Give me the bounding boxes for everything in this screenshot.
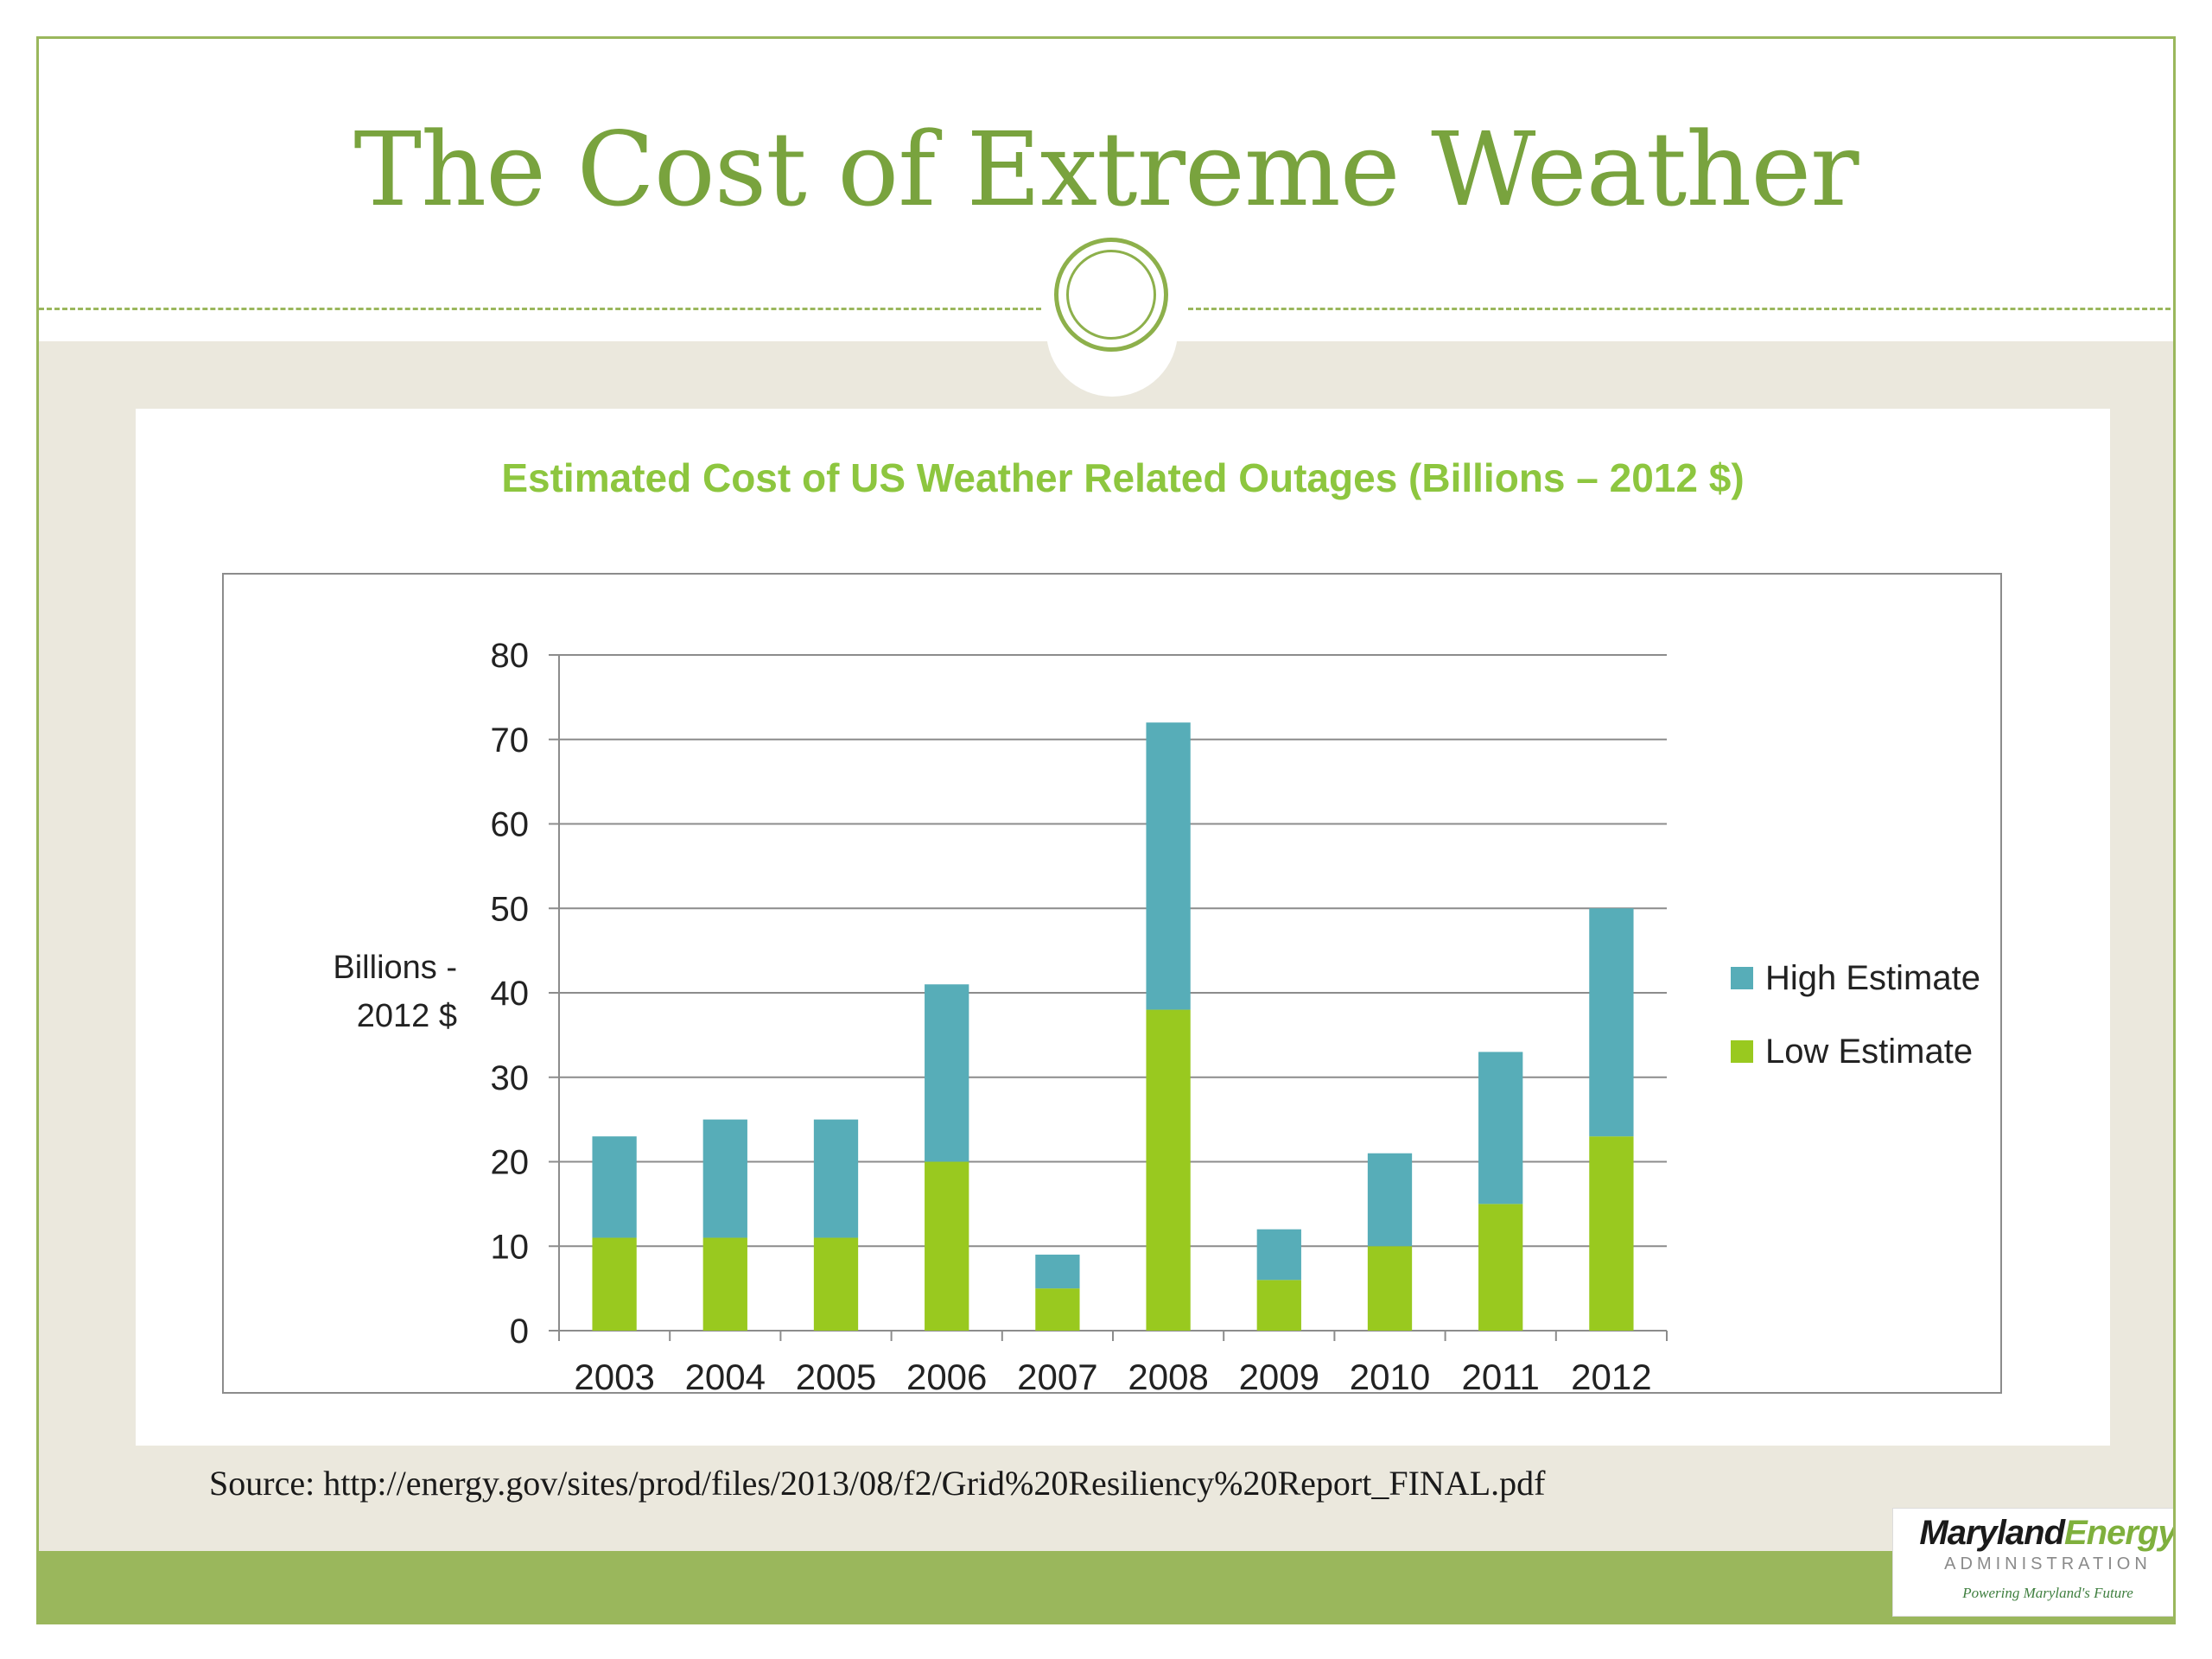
circle-ornament-inner-icon	[1066, 250, 1156, 340]
y-tick-label: 0	[510, 1313, 529, 1351]
bar-high-estimate	[1367, 1153, 1413, 1247]
bar-high-estimate	[1256, 1229, 1301, 1281]
y-tick-label: 40	[491, 975, 530, 1013]
x-tick-label: 2004	[685, 1357, 766, 1397]
plot-area-border	[222, 573, 2002, 1394]
x-tick-label: 2012	[1571, 1357, 1651, 1397]
logo-tagline: Powering Maryland's Future	[1962, 1585, 2133, 1601]
logo-name: MarylandEnergy	[1893, 1514, 2176, 1553]
bar-high-estimate	[1146, 722, 1191, 1010]
chart-panel: Estimated Cost of US Weather Related Out…	[136, 409, 2110, 1446]
y-tick-label: 10	[491, 1228, 530, 1266]
bar-low-estimate	[592, 1237, 637, 1331]
x-tick-label: 2007	[1017, 1357, 1097, 1397]
bar-low-estimate	[1035, 1288, 1080, 1331]
bar-high-estimate	[1589, 908, 1634, 1137]
footer-bar	[39, 1551, 2173, 1622]
bar-low-estimate	[1478, 1204, 1523, 1331]
y-tick-label: 80	[491, 637, 530, 675]
y-tick-label: 60	[491, 806, 530, 844]
legend-label: Low Estimate	[1765, 1033, 1973, 1071]
x-tick-label: 2011	[1462, 1357, 1540, 1397]
bar-low-estimate	[1589, 1136, 1634, 1331]
x-tick-label: 2010	[1350, 1357, 1430, 1397]
bar-low-estimate	[813, 1237, 859, 1331]
bar-low-estimate	[1367, 1246, 1413, 1331]
y-tick-label: 20	[491, 1144, 530, 1182]
x-tick-label: 2006	[906, 1357, 987, 1397]
chart-title: Estimated Cost of US Weather Related Out…	[501, 455, 1745, 500]
x-tick-label: 2005	[796, 1357, 876, 1397]
slide-frame: The Cost of Extreme Weather Estimated Co…	[36, 36, 2176, 1624]
logo-name-maryland: Maryland	[1919, 1514, 2065, 1552]
y-tick-label: 30	[491, 1059, 530, 1097]
bar-high-estimate	[702, 1119, 747, 1238]
logo-name-energy: Energy	[2064, 1514, 2176, 1552]
legend-swatch	[1731, 967, 1753, 989]
chart-svg: 0 10 20 30 40 50 60 70 80 2003 2004 2005 2006 2007 200…	[333, 637, 1980, 1397]
bar-high-estimate	[925, 984, 969, 1162]
maryland-energy-logo: MarylandEnergy ADMINISTRATION Powering M…	[1892, 1508, 2176, 1617]
source-citation: Source: http://energy.gov/sites/prod/fil…	[209, 1464, 1546, 1503]
bar-low-estimate	[1146, 1009, 1191, 1331]
bar-high-estimate	[1035, 1255, 1080, 1289]
x-tick-label: 2008	[1128, 1357, 1208, 1397]
y-axis-label: Billions -	[333, 950, 457, 986]
y-tick-label: 70	[491, 721, 530, 760]
legend-label: High Estimate	[1765, 959, 1980, 997]
divider-line-left	[39, 308, 1041, 310]
divider-line-right	[1188, 308, 2173, 310]
y-axis-label: 2012 $	[357, 998, 457, 1034]
bar-low-estimate	[925, 1161, 969, 1331]
bar-low-estimate	[1256, 1280, 1301, 1331]
logo-subtitle: ADMINISTRATION	[1944, 1554, 2152, 1573]
bar-high-estimate	[813, 1119, 859, 1238]
y-tick-label: 50	[491, 890, 530, 928]
bar-high-estimate	[592, 1136, 637, 1238]
x-tick-label: 2009	[1239, 1357, 1319, 1397]
slide-title: The Cost of Extreme Weather	[353, 110, 1859, 229]
legend-swatch	[1731, 1040, 1753, 1063]
bar-high-estimate	[1478, 1052, 1523, 1205]
bar-low-estimate	[702, 1237, 747, 1331]
x-tick-label: 2003	[574, 1357, 654, 1397]
